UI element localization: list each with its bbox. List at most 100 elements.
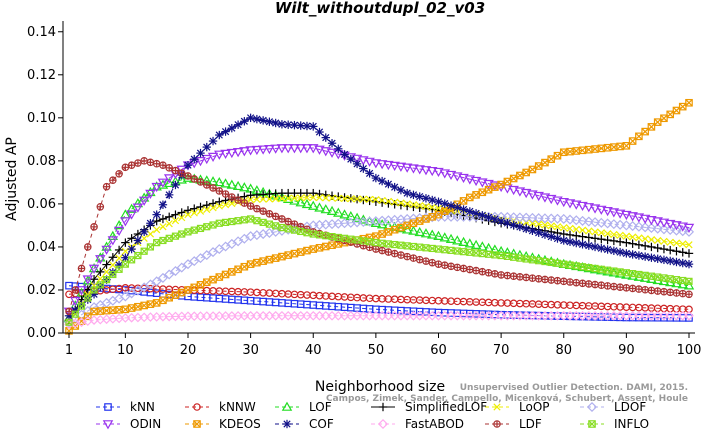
data-point-ldof xyxy=(157,272,168,283)
data-point-kdeos xyxy=(603,144,612,152)
data-point-cof xyxy=(528,226,537,235)
data-point-cof xyxy=(590,242,600,252)
data-point-lof xyxy=(220,178,231,188)
data-point-fastabod xyxy=(590,310,600,321)
data-point-odin xyxy=(389,161,400,172)
data-point-kdeos xyxy=(522,168,530,177)
data-point-simplifiedlof xyxy=(647,242,656,252)
data-point-fastabod xyxy=(364,310,375,321)
data-point-ldf xyxy=(453,263,462,272)
data-point-cof xyxy=(139,227,149,237)
data-point-loop xyxy=(303,194,311,202)
series-cof xyxy=(64,113,694,320)
data-point-kdeos xyxy=(672,106,681,115)
data-point-ldf xyxy=(121,163,130,172)
data-point-ldof xyxy=(533,213,544,224)
data-point-odin xyxy=(602,206,613,217)
data-point-ldf xyxy=(202,181,211,189)
data-point-kdeos xyxy=(528,165,537,174)
data-point-loop xyxy=(102,268,111,276)
data-point-fastabod xyxy=(314,310,325,321)
data-point-lof xyxy=(326,205,338,216)
data-point-odin xyxy=(458,173,469,184)
series-kdeos xyxy=(65,98,693,335)
data-point-kdeos xyxy=(140,301,148,310)
data-point-loop xyxy=(253,195,261,204)
data-point-ldof xyxy=(621,220,632,231)
data-point-odin xyxy=(239,147,250,157)
data-point-ldf xyxy=(547,276,556,284)
data-point-odin xyxy=(270,144,281,154)
data-point-kdeos xyxy=(647,123,656,131)
data-point-loop xyxy=(585,227,593,235)
x-tick-label: 20 xyxy=(180,343,197,358)
data-point-odin xyxy=(627,212,638,222)
data-point-loop xyxy=(359,195,367,203)
data-point-ldof xyxy=(596,217,607,228)
data-point-odin xyxy=(477,178,488,188)
data-point-kdeos xyxy=(441,207,449,215)
legend-marker-knn xyxy=(104,403,112,411)
data-point-simplifiedlof xyxy=(340,193,349,202)
data-point-lof xyxy=(427,229,438,239)
data-point-inflo xyxy=(503,252,511,260)
data-point-fastabod xyxy=(358,310,369,321)
data-point-inflo xyxy=(65,318,73,326)
y-axis-label: Adjusted AP xyxy=(4,137,20,221)
data-point-inflo xyxy=(554,259,561,267)
data-point-lof xyxy=(477,241,488,251)
data-point-cof xyxy=(227,123,237,133)
data-point-loop xyxy=(146,230,155,238)
data-point-kdeos xyxy=(672,106,681,115)
data-point-inflo xyxy=(140,247,148,255)
data-point-cof xyxy=(416,192,424,201)
data-point-kdeos xyxy=(509,174,518,183)
data-point-ldof xyxy=(120,291,131,302)
data-point-fastabod xyxy=(640,310,651,321)
data-point-odin xyxy=(596,205,607,215)
legend-marker-odin xyxy=(102,420,114,430)
data-point-cof xyxy=(203,143,211,151)
data-point-kdeos xyxy=(635,132,643,140)
data-point-cof xyxy=(127,244,136,254)
data-point-fastabod xyxy=(615,310,625,321)
data-point-odin xyxy=(527,190,538,200)
data-point-fastabod xyxy=(208,311,218,321)
data-point-kdeos xyxy=(102,306,111,315)
data-point-inflo xyxy=(416,243,424,251)
data-point-cof xyxy=(134,236,142,245)
data-point-inflo xyxy=(197,225,204,232)
data-point-kdeos xyxy=(209,276,217,284)
data-point-fastabod xyxy=(540,310,550,321)
data-point-kdeos xyxy=(83,312,92,321)
data-point-fastabod xyxy=(245,310,256,321)
data-point-ldf xyxy=(459,264,468,273)
data-point-fastabod xyxy=(490,310,500,321)
data-point-cof xyxy=(497,217,505,225)
y-tick-label: 0.12 xyxy=(27,68,56,83)
data-point-odin xyxy=(470,176,482,187)
data-point-ldf xyxy=(240,199,249,207)
data-point-cof xyxy=(271,118,280,128)
data-point-simplifiedlof xyxy=(597,234,606,244)
data-point-kdeos xyxy=(629,137,637,145)
data-point-kdeos xyxy=(391,226,399,234)
data-point-fastabod xyxy=(684,310,694,321)
data-point-kdeos xyxy=(240,262,249,271)
data-point-fastabod xyxy=(289,310,300,321)
data-point-lof xyxy=(145,186,156,197)
data-point-loop xyxy=(246,195,255,204)
data-point-lof xyxy=(458,236,469,246)
data-point-kdeos xyxy=(466,193,474,202)
data-point-ldf xyxy=(146,158,155,167)
data-point-inflo xyxy=(71,310,79,318)
data-point-kdeos xyxy=(678,102,687,111)
data-point-odin xyxy=(364,157,375,167)
series-ldf xyxy=(65,157,693,316)
legend-item-simplifiedlof: SimplifiedLOF xyxy=(371,400,487,414)
data-point-ldf xyxy=(591,280,599,289)
x-tick-label: 40 xyxy=(305,343,322,358)
data-point-odin xyxy=(301,144,313,154)
data-point-fastabod xyxy=(665,310,676,321)
data-point-inflo xyxy=(159,236,167,245)
